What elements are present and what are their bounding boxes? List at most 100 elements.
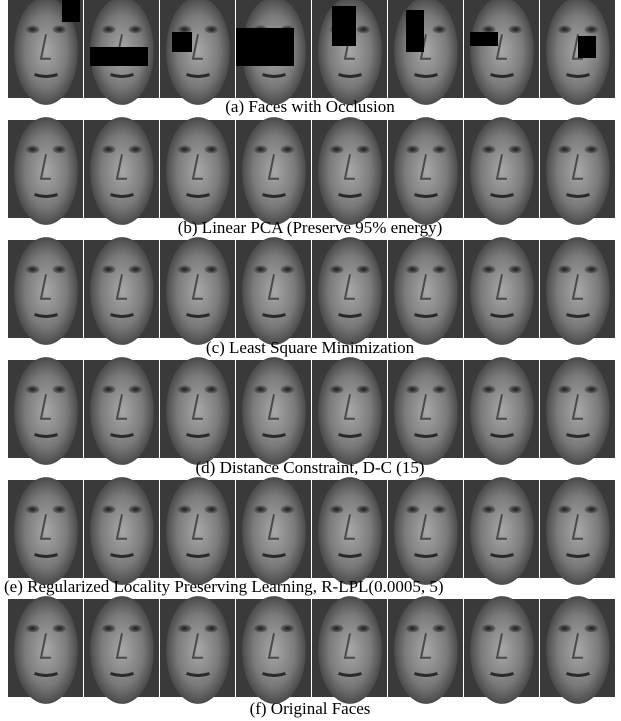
caption: (d) Distance Constraint, D-C (15): [196, 458, 425, 477]
face-shape: [470, 477, 534, 585]
face-image: [388, 357, 463, 465]
face-shape: [14, 117, 78, 225]
eye: [101, 265, 115, 273]
eye: [129, 385, 143, 393]
caption: (e) Regularized Locality Preserving Lear…: [4, 577, 444, 596]
eye: [281, 265, 295, 273]
face-shape: [394, 0, 458, 105]
face-image: [312, 237, 387, 345]
eye: [357, 385, 371, 393]
eye: [101, 505, 115, 513]
eye: [481, 385, 495, 393]
face-image: [84, 477, 159, 585]
eye: [329, 385, 343, 393]
face-shape: [546, 477, 610, 585]
eye: [585, 505, 599, 513]
eye: [129, 25, 143, 33]
face-shape: [394, 357, 458, 465]
figure: (a) Faces with Occlusion (b) Linear PCA …: [0, 0, 621, 721]
eye: [329, 265, 343, 273]
face-shape: [318, 117, 382, 225]
eye: [253, 385, 267, 393]
face-shape: [470, 237, 534, 345]
face-shape: [166, 237, 230, 345]
face-shape: [394, 117, 458, 225]
occlusion: [236, 28, 294, 66]
eye: [25, 145, 39, 153]
eye: [585, 385, 599, 393]
face-image: [312, 357, 387, 465]
occlusion: [62, 0, 80, 22]
face-image: [388, 0, 463, 105]
eye: [357, 505, 371, 513]
eye: [329, 505, 343, 513]
face-image: [540, 357, 615, 465]
eye: [101, 25, 115, 33]
face-shape: [90, 596, 154, 704]
eye: [53, 265, 67, 273]
eye: [101, 385, 115, 393]
eye: [329, 624, 343, 632]
face-shape: [394, 477, 458, 585]
caption: (f) Original Faces: [250, 699, 371, 718]
eye: [405, 265, 419, 273]
face-shape: [14, 596, 78, 704]
face-image: [312, 477, 387, 585]
face-image: [464, 477, 539, 585]
eye: [557, 25, 571, 33]
face-image: [464, 596, 539, 704]
eye: [25, 265, 39, 273]
face-shape: [166, 117, 230, 225]
eye: [101, 624, 115, 632]
face-image: [160, 117, 235, 225]
eye: [205, 145, 219, 153]
face-shape: [90, 117, 154, 225]
eye: [509, 624, 523, 632]
occlusion: [406, 10, 424, 52]
eye: [281, 505, 295, 513]
eye: [129, 505, 143, 513]
eye: [405, 145, 419, 153]
face-image: [388, 237, 463, 345]
eye: [205, 265, 219, 273]
face-image: [8, 477, 83, 585]
occlusion: [172, 32, 192, 52]
eye: [357, 624, 371, 632]
eye: [101, 145, 115, 153]
face-image: [236, 357, 311, 465]
eye: [357, 25, 371, 33]
caption: (c) Least Square Minimization: [206, 338, 415, 357]
eye: [205, 385, 219, 393]
eye: [585, 265, 599, 273]
eye: [509, 265, 523, 273]
face-shape: [166, 0, 230, 105]
eye: [405, 624, 419, 632]
face-image: [8, 237, 83, 345]
face-shape: [546, 357, 610, 465]
eye: [205, 624, 219, 632]
face-shape: [394, 596, 458, 704]
face-shape: [166, 357, 230, 465]
eye: [177, 624, 191, 632]
eye: [557, 265, 571, 273]
eye: [281, 145, 295, 153]
eye: [433, 265, 447, 273]
face-shape: [90, 237, 154, 345]
eye: [25, 25, 39, 33]
face-shape: [166, 596, 230, 704]
eye: [281, 624, 295, 632]
eye: [177, 385, 191, 393]
face-shape: [242, 237, 306, 345]
eye: [357, 145, 371, 153]
caption: (a) Faces with Occlusion: [225, 97, 395, 116]
face-shape: [242, 357, 306, 465]
face-shape: [318, 237, 382, 345]
occlusion: [470, 32, 498, 46]
face-image: [540, 117, 615, 225]
eye: [357, 265, 371, 273]
eye: [177, 505, 191, 513]
face-shape: [470, 0, 534, 105]
face-image: [84, 357, 159, 465]
face-shape: [318, 357, 382, 465]
eye: [433, 505, 447, 513]
